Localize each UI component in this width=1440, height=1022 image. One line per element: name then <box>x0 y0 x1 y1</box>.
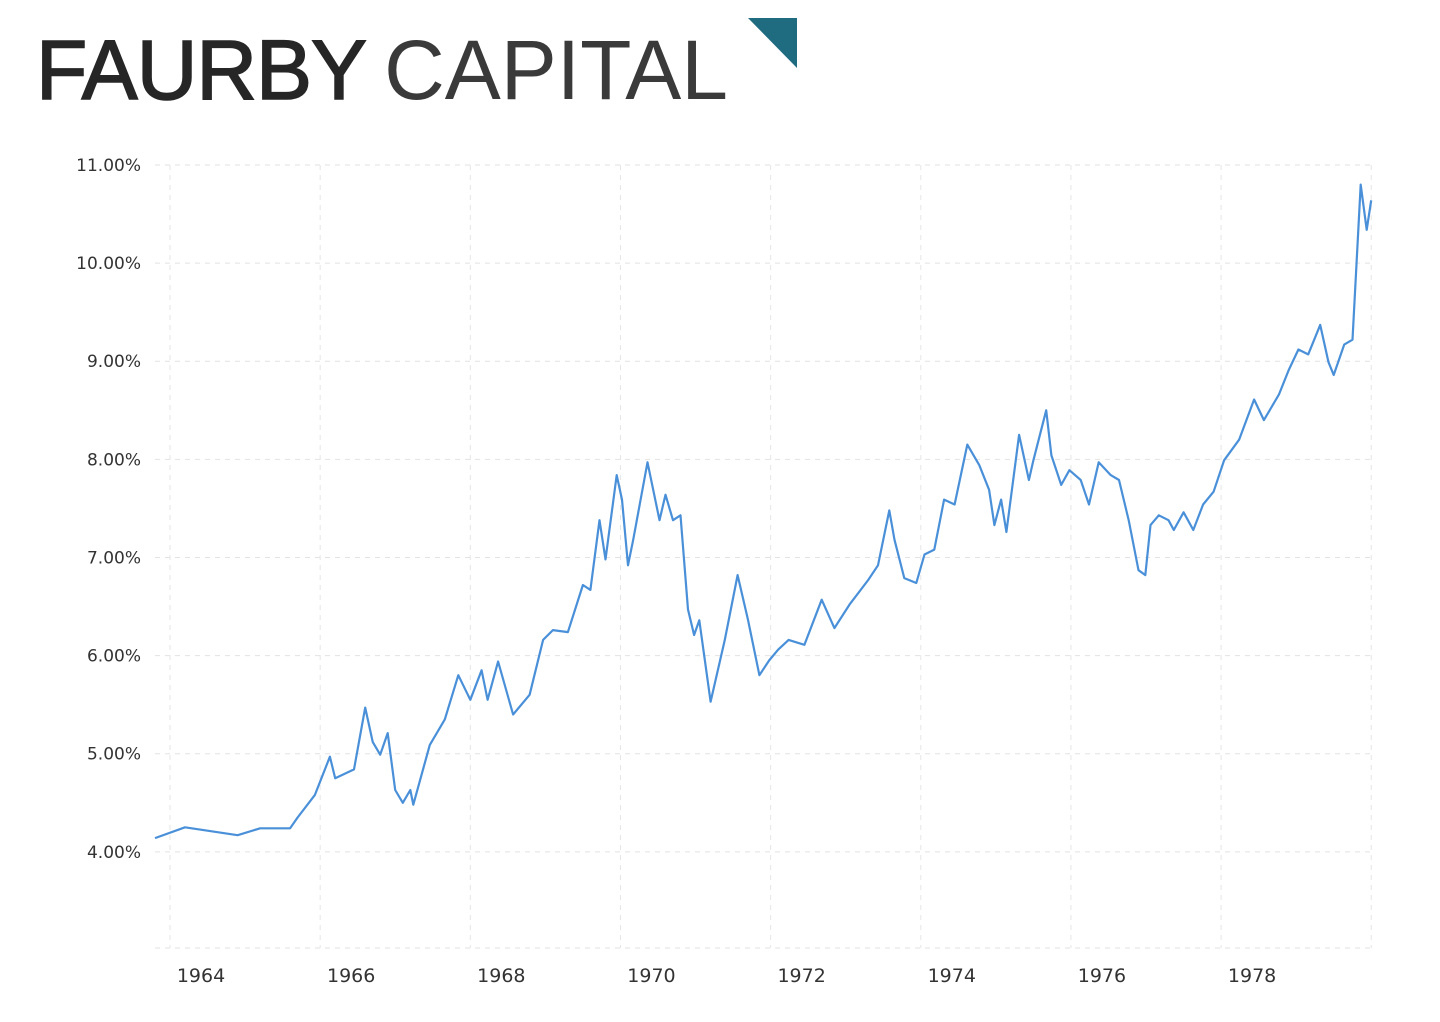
logo-triangle-icon <box>748 18 797 68</box>
y-axis-ticks: 4.00% 5.00% 6.00% 7.00% 8.00% 9.00% 10.00% 11.0… <box>76 156 141 863</box>
x-tick-label: 1972 <box>777 965 825 987</box>
x-tick-label: 1964 <box>177 965 225 987</box>
y-tick-label: 9.00% <box>87 352 141 372</box>
y-tick-label: 11.00% <box>76 156 141 176</box>
x-axis-ticks: 1964 1966 1968 1970 1972 1974 1976 1978 <box>177 965 1276 987</box>
y-tick-label: 10.00% <box>76 254 141 274</box>
x-tick-label: 1970 <box>627 965 675 987</box>
x-tick-label: 1974 <box>928 965 976 987</box>
x-tick-label: 1966 <box>327 965 375 987</box>
y-tick-label: 6.00% <box>87 647 141 667</box>
x-tick-label: 1976 <box>1078 965 1126 987</box>
y-tick-label: 8.00% <box>87 450 141 470</box>
x-tick-label: 1968 <box>477 965 525 987</box>
y-tick-label: 7.00% <box>87 548 141 568</box>
logo-text-bold: FAURBY <box>35 22 368 118</box>
y-tick-label: 4.00% <box>87 843 141 863</box>
y-tick-label: 5.00% <box>87 745 141 765</box>
logo-text-light: CAPITAL <box>384 23 728 117</box>
x-tick-label: 1978 <box>1228 965 1276 987</box>
grid <box>155 164 1375 949</box>
series-line <box>154 183 1373 840</box>
company-logo: FAURBY CAPITAL <box>35 22 728 122</box>
